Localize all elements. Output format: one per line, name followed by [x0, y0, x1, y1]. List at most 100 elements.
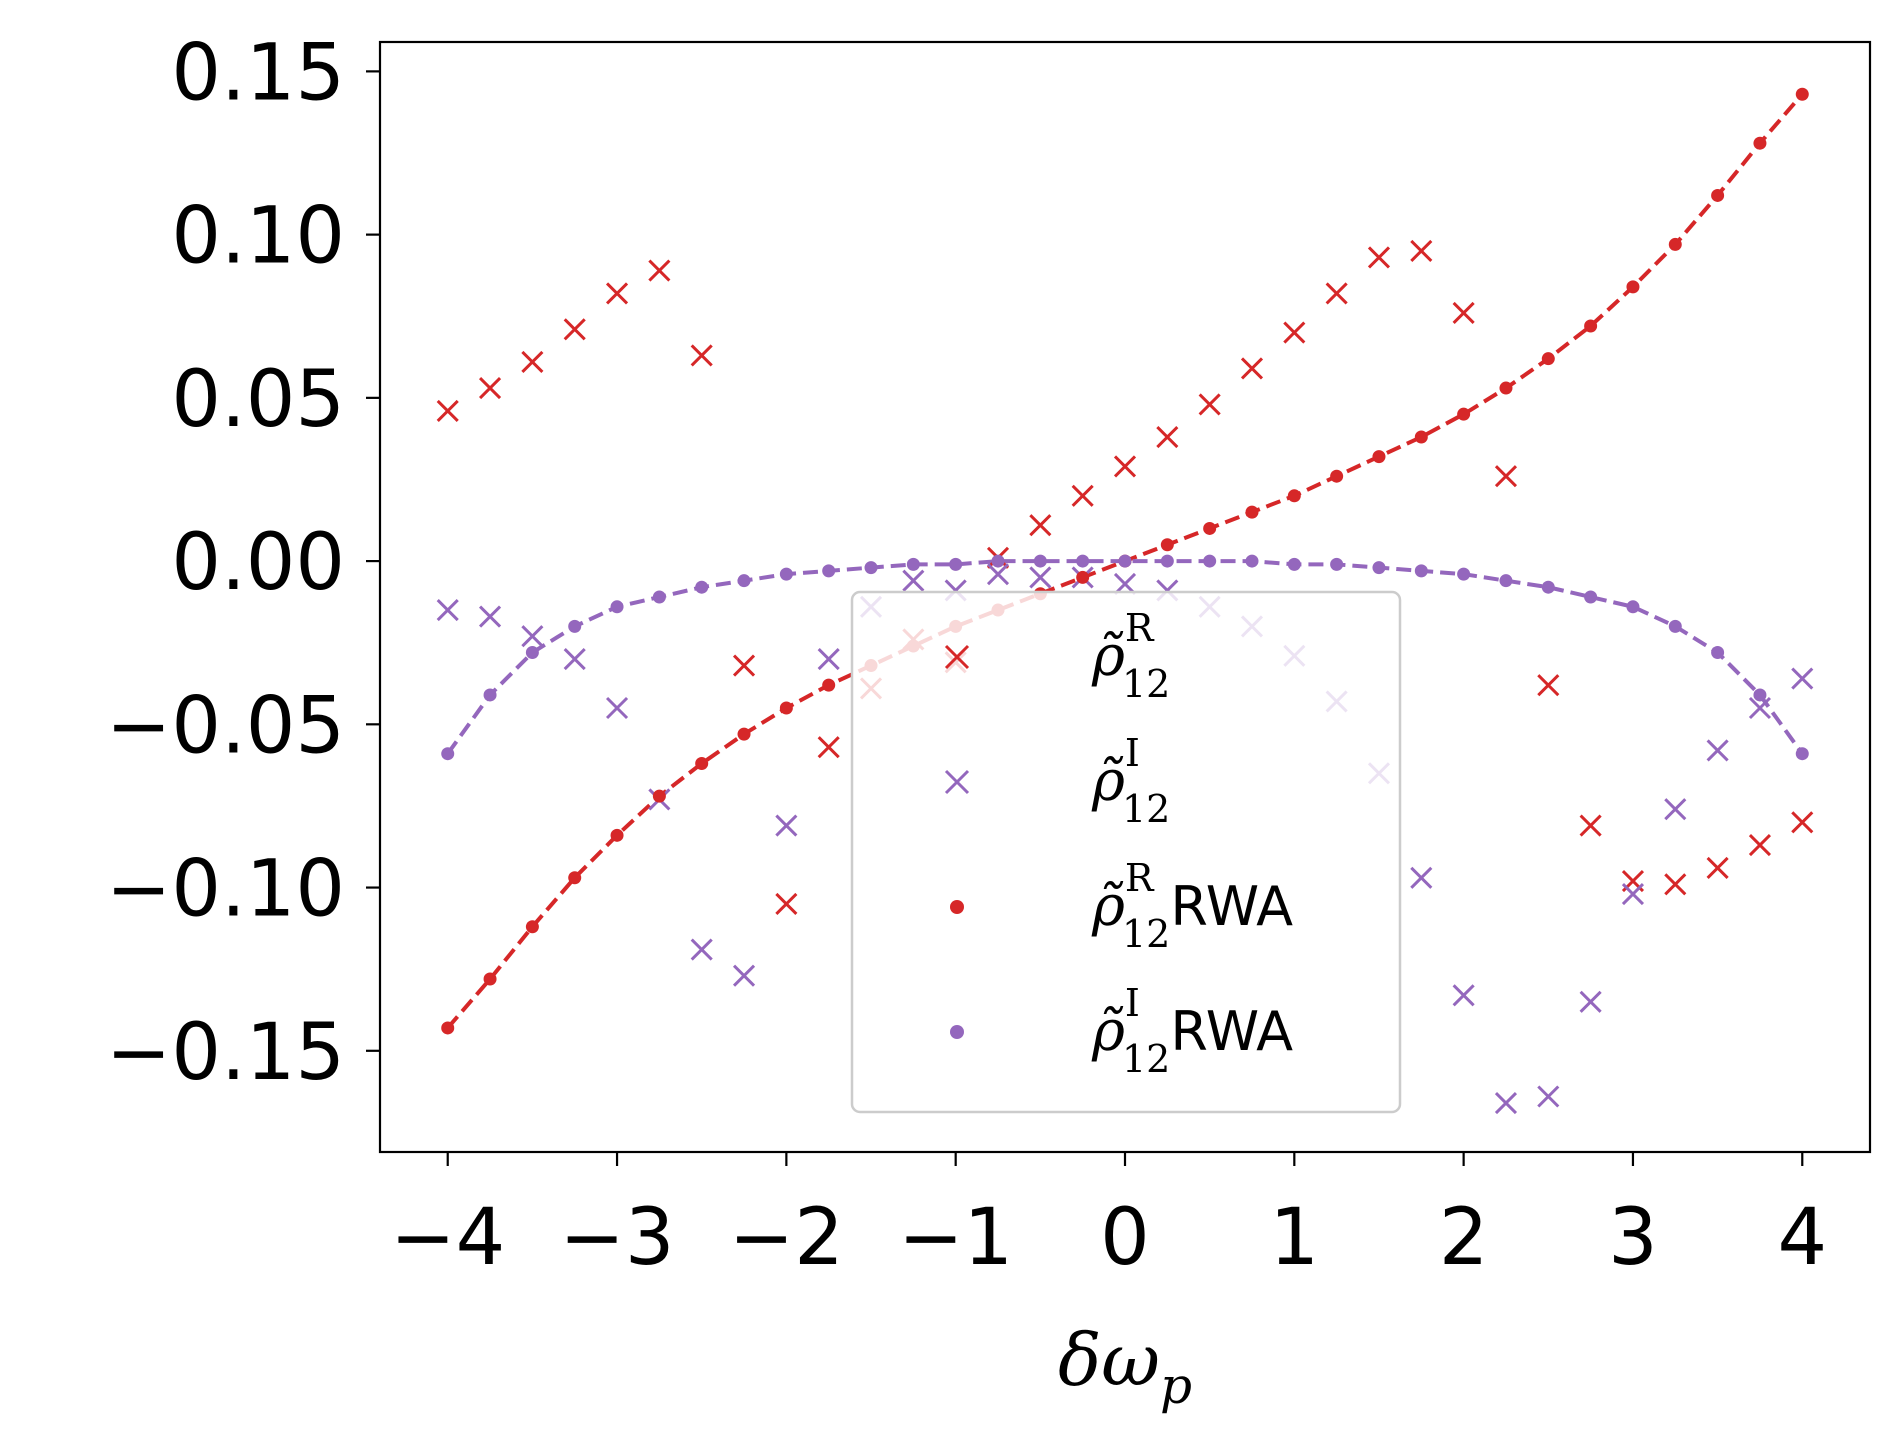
data-point-rho_I_RWA [441, 747, 455, 761]
data-point-rho_R_RWA [1287, 489, 1301, 503]
data-point-rho_I_RWA [1457, 567, 1471, 581]
x-tick-label: 4 [1777, 1193, 1827, 1283]
series-layer [436, 87, 1814, 1115]
data-point-rho_I [1791, 667, 1814, 690]
legend: ρ̃R 12 ρ̃I 12 ρ̃R 12RWA ρ̃I 12RWA [850, 590, 1402, 1114]
data-point-rho_R [1367, 246, 1391, 269]
data-point-rho_R_RWA [822, 678, 836, 692]
data-point-rho_R [1706, 856, 1729, 880]
data-point-rho_R_RWA [525, 920, 539, 934]
legend-label-rho_I: ρ̃I 12 [1091, 731, 1170, 831]
data-point-rho_I_RWA [1753, 688, 1767, 702]
data-point-rho_R_RWA [441, 1021, 455, 1035]
data-point-rho_I [1579, 990, 1602, 1013]
data-point-rho_I [986, 563, 1010, 586]
data-point-rho_R [1283, 321, 1306, 344]
data-point-rho_R [775, 892, 798, 915]
data-point-rho_I_RWA [864, 561, 878, 575]
data-point-rho_I [775, 814, 798, 837]
data-point-rho_I [605, 696, 629, 720]
data-point-rho_I_RWA [949, 557, 963, 571]
x-tick-label: 0 [1100, 1193, 1150, 1283]
data-point-rho_I_RWA [822, 564, 836, 578]
data-point-rho_I [732, 964, 756, 987]
data-point-rho_R_RWA [1457, 407, 1471, 421]
data-point-rho_I_RWA [1584, 590, 1598, 604]
data-point-rho_I [521, 625, 544, 648]
x-axis-label-sub: p [1160, 1357, 1192, 1415]
data-point-rho_R [1325, 282, 1348, 305]
data-point-rho_I_RWA [737, 574, 751, 588]
legend-frame [850, 590, 1402, 1114]
data-point-rho_I_RWA [1541, 580, 1555, 594]
axes-layer: −4 −3 −2 −1 0 1 2 3 4 0.15 0.10 0.05 0.00 −0.05 −0.10 −… [106, 28, 1827, 1283]
data-point-rho_I_RWA [906, 557, 920, 571]
data-point-rho_R_RWA [1330, 469, 1344, 483]
data-point-rho_I_RWA [991, 554, 1005, 568]
data-point-rho_I_RWA [1499, 574, 1513, 588]
data-point-rho_R [1748, 834, 1772, 857]
x-axis-label: δωp [1058, 1318, 1192, 1415]
data-point-rho_R [1537, 674, 1560, 697]
data-point-rho_R [478, 376, 502, 400]
data-point-rho_I [1748, 696, 1772, 720]
data-point-rho_I_RWA [525, 646, 539, 659]
x-tick-label: −3 [560, 1193, 675, 1283]
data-point-rho_R_RWA [568, 871, 582, 885]
legend-marker-rho_I [944, 769, 970, 795]
data-point-rho_R_RWA [1668, 237, 1682, 251]
data-point-rho_R_RWA [1753, 136, 1767, 150]
data-point-rho_R_RWA [1160, 538, 1174, 552]
series-rho_I [436, 563, 1814, 1115]
data-point-rho_R [1452, 301, 1475, 325]
data-point-rho_I_RWA [1711, 646, 1725, 659]
data-point-rho_R [648, 259, 671, 282]
data-point-rho_I [1537, 1085, 1560, 1108]
data-point-rho_I [478, 605, 502, 628]
data-point-rho_I_RWA [1668, 619, 1682, 633]
data-point-rho_R_RWA [1245, 505, 1259, 519]
x-tick-label: 3 [1608, 1193, 1658, 1283]
data-point-rho_I [563, 647, 586, 671]
data-point-rho_I_RWA [1372, 561, 1386, 575]
data-point-rho_R_RWA [1626, 280, 1640, 294]
data-point-rho_I [902, 569, 925, 592]
data-point-rho_R_RWA [1795, 87, 1809, 101]
data-point-rho_I [1410, 866, 1433, 889]
data-point-rho_R [732, 654, 756, 677]
data-point-rho_R_RWA [483, 972, 497, 986]
data-point-rho_R [1113, 455, 1137, 478]
data-point-rho_R [1156, 425, 1179, 449]
legend-label-rho_R: ρ̃R 12 [1091, 606, 1170, 706]
data-point-rho_I_RWA [779, 567, 793, 581]
y-tick-label: −0.15 [106, 1008, 345, 1098]
data-point-rho_R [690, 344, 713, 367]
legend-label-rho_I_RWA: ρ̃I 12RWA [1091, 981, 1293, 1081]
y-tick-label: 0.00 [171, 518, 345, 608]
data-point-rho_I_RWA [1626, 600, 1640, 614]
data-point-rho_I_RWA [652, 590, 666, 604]
data-point-rho_R [1494, 465, 1518, 488]
data-point-rho_I [1664, 798, 1687, 821]
data-point-rho_R_RWA [779, 701, 793, 715]
legend-label-rho_R_RWA: ρ̃R 12RWA [1091, 856, 1293, 956]
data-point-rho_I_RWA [568, 619, 582, 633]
data-point-rho_I [817, 647, 840, 671]
data-point-rho_I [1452, 984, 1475, 1007]
data-point-rho_I_RWA [1287, 557, 1301, 571]
data-point-rho_I_RWA [1330, 557, 1344, 571]
data-point-rho_I_RWA [1795, 747, 1809, 761]
data-point-rho_I_RWA [1118, 554, 1132, 568]
data-point-rho_R_RWA [1414, 430, 1428, 444]
data-point-rho_I_RWA [1160, 554, 1174, 568]
data-point-rho_R [817, 736, 840, 759]
data-point-rho_R_RWA [1203, 521, 1217, 535]
x-axis-label-main: δω [1058, 1318, 1160, 1402]
legend-marker-rho_I_RWA [950, 1025, 964, 1039]
data-point-rho_R_RWA [1541, 352, 1555, 366]
data-point-rho_R [1071, 484, 1094, 507]
data-point-rho_I_RWA [695, 580, 709, 594]
data-point-rho_I_RWA [1203, 554, 1217, 568]
x-tick-label: 2 [1439, 1193, 1489, 1283]
